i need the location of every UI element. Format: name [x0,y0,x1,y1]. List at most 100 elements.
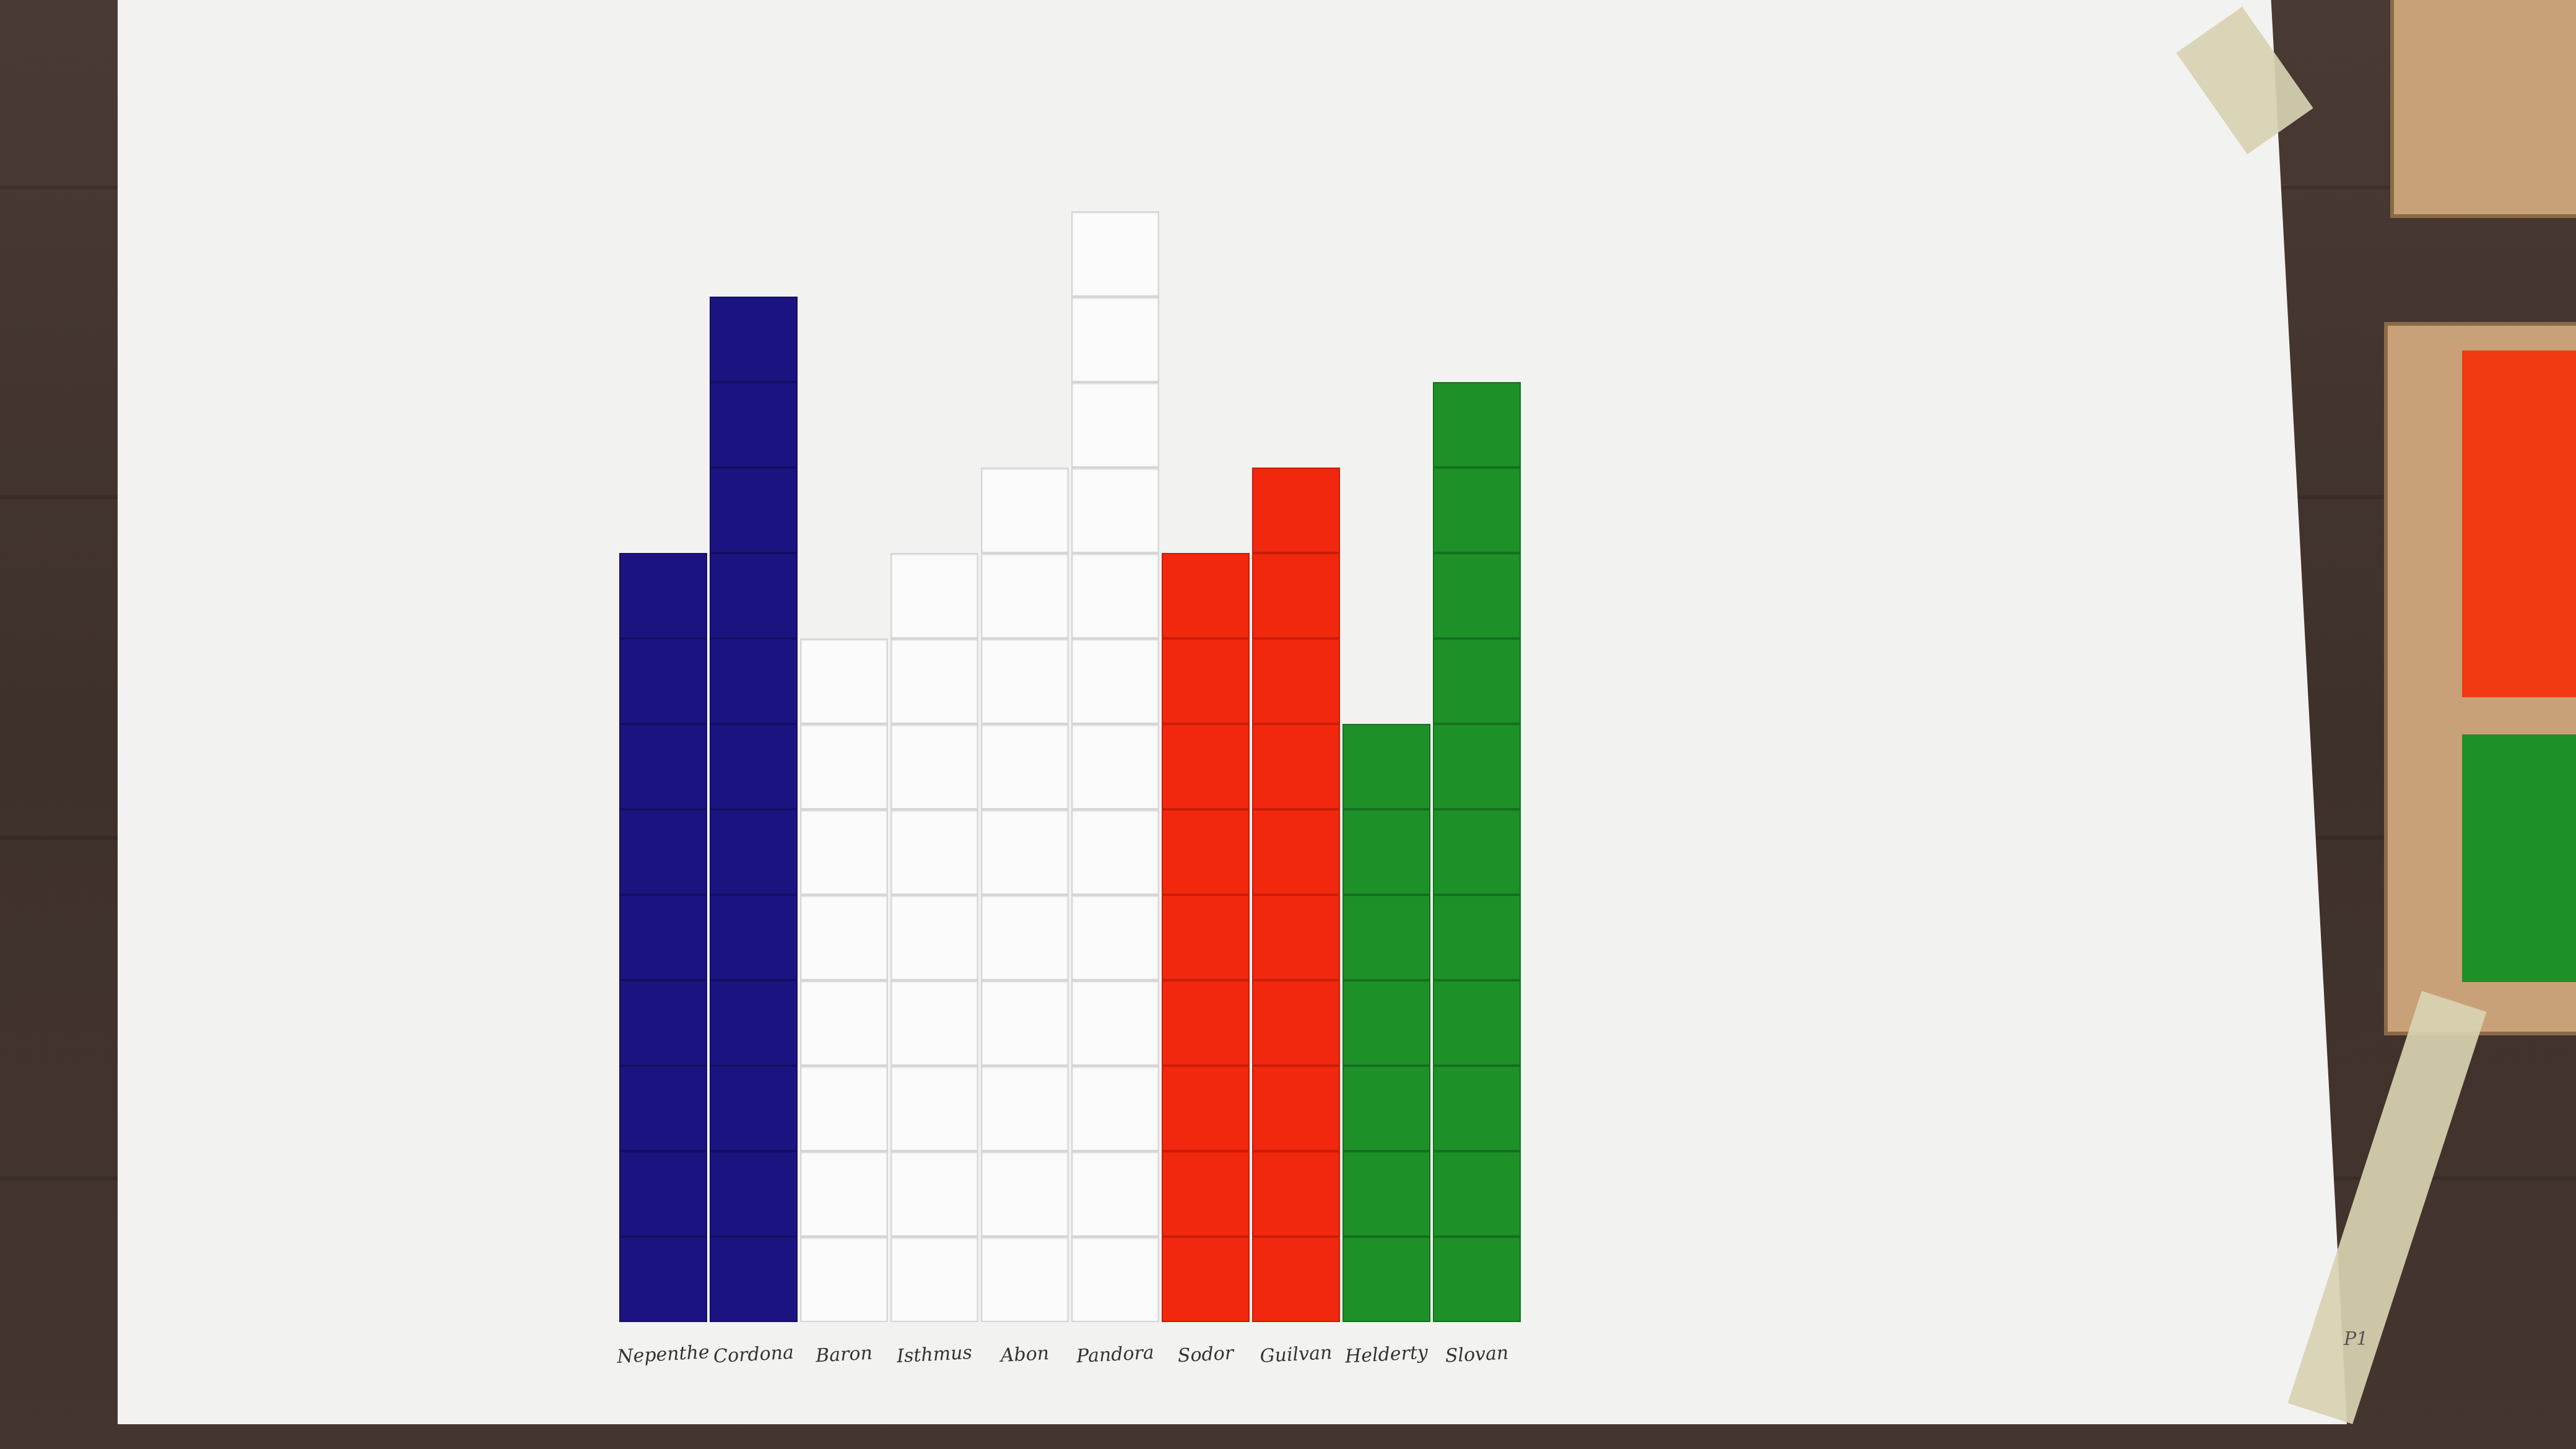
tile-white [981,895,1069,980]
tile-white [800,895,888,980]
tile-red [1162,895,1250,980]
tile-red [1162,1066,1250,1151]
tile-red [1162,553,1250,638]
tile-blue [619,980,707,1066]
tile-blue [710,980,798,1066]
tile-blue [619,1151,707,1237]
tile-red [1252,1237,1340,1322]
tile-green [1342,724,1430,809]
tile-red [1252,553,1340,638]
tile-green [1342,809,1430,895]
tile-green [1433,809,1521,895]
tile-white [890,553,978,638]
tile-green [1433,724,1521,809]
tile-green [1433,1237,1521,1322]
wooden-box-right [2384,322,2576,1035]
tile-green [1433,895,1521,980]
tile-blue [710,1066,798,1151]
tile-white [981,638,1069,724]
tile-red [1162,724,1250,809]
tile-green [1433,1066,1521,1151]
tile-white [890,724,978,809]
tile-blue [619,1066,707,1151]
tile-white [981,809,1069,895]
tile-white [890,1237,978,1322]
tile-white [890,1151,978,1237]
tile-white [890,1066,978,1151]
tile-white [981,1151,1069,1237]
tile-green [1433,1151,1521,1237]
tile-red [1252,809,1340,895]
tile-blue [619,724,707,809]
tile-red [1252,468,1340,553]
tile-white [1071,895,1159,980]
tile-white [800,809,888,895]
wooden-box-top-right [2390,0,2576,218]
tile-green [1342,1151,1430,1237]
tile-red [1252,1066,1340,1151]
tile-blue [710,1237,798,1322]
tile-green [1433,382,1521,468]
tile-red [1162,638,1250,724]
tile-white [890,895,978,980]
tile-white [1071,638,1159,724]
tile-white [981,468,1069,553]
tile-blue [710,895,798,980]
tile-blue [710,553,798,638]
tile-red [1162,980,1250,1066]
tile-white [1071,297,1159,382]
tile-white [800,1066,888,1151]
tile-red [1162,1151,1250,1237]
tile-white [800,638,888,724]
tile-red [1252,980,1340,1066]
tile-green [1433,553,1521,638]
tile-white [981,553,1069,638]
tile-white [981,980,1069,1066]
tile-green [1342,895,1430,980]
tile-blue [710,809,798,895]
tile-white [800,1151,888,1237]
tile-red [1252,724,1340,809]
tile-blue [619,553,707,638]
tile-white [1071,382,1159,468]
tile-blue [619,638,707,724]
tile-blue [710,468,798,553]
tile-white [890,638,978,724]
tile-green [1433,468,1521,553]
tile-white [981,1237,1069,1322]
tile-red [1252,895,1340,980]
tile-white [1071,211,1159,297]
tile-blue [710,382,798,468]
tile-white [1071,468,1159,553]
tile-white [1071,1237,1159,1322]
tile-white [1071,553,1159,638]
tile-white [890,980,978,1066]
tile-white [1071,809,1159,895]
tile-white [1071,980,1159,1066]
tile-green [1433,980,1521,1066]
tile-red [1252,1151,1340,1237]
tile-blue [619,1237,707,1322]
tile-red [1162,1237,1250,1322]
tile-blue [710,724,798,809]
tile-white [800,980,888,1066]
tile-blue [710,638,798,724]
tile-white [981,1066,1069,1151]
tile-blue [710,1151,798,1237]
tile-white [981,724,1069,809]
tile-white [890,809,978,895]
tile-green [1342,980,1430,1066]
tile-white [800,724,888,809]
tile-blue [710,297,798,382]
corner-mark: P1 [2344,1328,2369,1350]
tile-white [1071,1066,1159,1151]
tile-white [1071,724,1159,809]
tile-red [1162,809,1250,895]
tile-blue [619,895,707,980]
tile-green [1342,1066,1430,1151]
tile-green [1342,1237,1430,1322]
tile-red [1252,638,1340,724]
tile-green [1433,638,1521,724]
tile-white [1071,1151,1159,1237]
